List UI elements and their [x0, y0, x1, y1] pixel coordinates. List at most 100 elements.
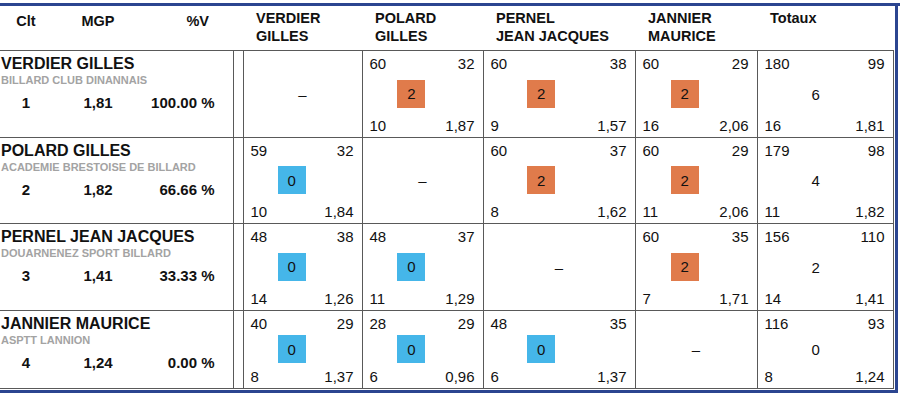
column-header-mgp: MGP [52, 13, 144, 29]
results-page: Clt MGP %V VERDIERGILLES POLARDGILLES PE… [0, 0, 900, 402]
dash-mark: – [244, 85, 362, 102]
opponent-name-line: JANNIER [648, 9, 757, 27]
points-badge: 2 [671, 253, 699, 281]
player-club: ASPTT LANNION [0, 333, 233, 347]
player-info-cell: PERNEL JEAN JACQUES DOUARNENEZ SPORT BIL… [0, 223, 233, 310]
innings-value: 11 [370, 290, 386, 307]
match-cell: 6038 2 91,57 [483, 50, 635, 137]
points-badge: 0 [527, 335, 555, 363]
total-innings-value: 14 [765, 290, 782, 307]
match-cell: 4837 0 111,29 [362, 223, 483, 310]
opponent-name-line: PERNEL [496, 9, 635, 27]
bottom-accent-line [0, 390, 895, 393]
self-match-cell: – [362, 137, 483, 223]
mgp-value: 1,81 [52, 94, 144, 111]
opponent-name-line: GILLES [256, 27, 362, 45]
column-header-pv: %V [144, 13, 233, 29]
row-spacer [233, 50, 243, 137]
points-badge: 0 [397, 253, 425, 281]
self-match-cell: – [483, 223, 635, 310]
total-innings-value: 11 [765, 203, 781, 220]
points-badge: 0 [278, 253, 306, 281]
dash-mark: – [484, 258, 635, 275]
average-value: 1,26 [324, 290, 353, 307]
totals-cell: 156110 2 141,41 [757, 223, 893, 310]
total-average-value: 1,41 [855, 290, 884, 307]
average-value: 0,96 [445, 368, 474, 385]
total-score-value: 156 [765, 228, 790, 245]
mgp-value: 1,24 [52, 354, 144, 371]
total-points-value: 6 [812, 85, 820, 102]
totals-cell: 180 99 6 16 1,81 [757, 50, 893, 137]
total-average-value: 1,82 [855, 203, 884, 220]
player-name: POLARD GILLES [0, 138, 233, 160]
score-value: 48 [251, 228, 268, 245]
player-row: JANNIER MAURICE ASPTT LANNION 4 1,24 0.0… [0, 310, 893, 388]
match-cell: 4835 0 61,37 [483, 310, 635, 388]
points-badge: 0 [278, 335, 306, 363]
mgp-value: 1,41 [52, 267, 144, 284]
total-points-value: 2 [812, 258, 820, 275]
score-value: 35 [610, 315, 627, 332]
average-value: 1,62 [597, 203, 626, 220]
innings-value: 14 [251, 290, 268, 307]
match-cell: 6037 2 81,62 [483, 137, 635, 223]
score-value: 59 [251, 142, 268, 159]
innings-value: 8 [251, 368, 259, 385]
opponent-name-line: GILLES [375, 27, 483, 45]
player-name: PERNEL JEAN JACQUES [0, 224, 233, 246]
total-average-value: 1,81 [855, 117, 884, 134]
innings-value: 11 [643, 203, 659, 220]
points-badge: 2 [527, 166, 555, 194]
rank-value: 1 [0, 94, 52, 111]
match-cell: 6035 2 71,71 [635, 223, 757, 310]
column-header-opponent: JANNIERMAURICE [635, 6, 757, 50]
total-innings-value: 16 [765, 117, 782, 134]
match-cell: 2829 0 60,96 [362, 310, 483, 388]
win-rate-value: 0.00 % [144, 354, 233, 371]
score-value: 38 [337, 228, 354, 245]
score-value: 29 [732, 55, 749, 72]
opponent-name-line: VERDIER [256, 9, 362, 27]
row-spacer [233, 310, 243, 388]
player-row: POLARD GILLES ACADEMIE BRESTOISE DE BILL… [0, 137, 893, 223]
win-rate-value: 100.00 % [144, 94, 233, 111]
table-header-row: Clt MGP %V VERDIERGILLES POLARDGILLES PE… [0, 6, 893, 50]
column-header-opponent: PERNELJEAN JACQUES [483, 6, 635, 50]
dash-mark: – [636, 341, 757, 358]
opponent-name-line: MAURICE [648, 27, 757, 45]
score-value: 32 [337, 142, 354, 159]
rank-value: 4 [0, 354, 52, 371]
score-value: 29 [732, 142, 749, 159]
average-value: 1,87 [445, 117, 474, 134]
innings-value: 16 [643, 117, 660, 134]
player-club: ACADEMIE BRESTOISE DE BILLARD [0, 160, 233, 174]
total-score-value: 180 [765, 55, 790, 72]
average-value: 1,37 [597, 368, 626, 385]
row-spacer [233, 137, 243, 223]
score-value: 48 [370, 228, 387, 245]
player-name: JANNIER MAURICE [0, 311, 233, 333]
win-rate-value: 33.33 % [144, 267, 233, 284]
win-rate-value: 66.66 % [144, 181, 233, 198]
innings-value: 6 [491, 368, 499, 385]
self-match-cell: – [243, 50, 362, 137]
score-value: 60 [643, 228, 660, 245]
match-cell: 6029 2 162,06 [635, 50, 757, 137]
total-score-value: 99 [868, 55, 885, 72]
score-value: 32 [458, 55, 475, 72]
score-value: 38 [610, 55, 627, 72]
score-value: 60 [643, 55, 660, 72]
score-value: 37 [610, 142, 627, 159]
row-spacer [233, 223, 243, 310]
score-value: 29 [337, 315, 354, 332]
mgp-value: 1,82 [52, 181, 144, 198]
results-table: Clt MGP %V VERDIERGILLES POLARDGILLES PE… [0, 6, 894, 389]
score-value: 28 [370, 315, 387, 332]
column-header-opponent: VERDIERGILLES [243, 6, 362, 50]
match-cell: 6029 2 112,06 [635, 137, 757, 223]
points-badge: 0 [397, 335, 425, 363]
column-header-opponent: POLARDGILLES [362, 6, 483, 50]
total-score-value: 98 [868, 142, 885, 159]
score-value: 37 [458, 228, 475, 245]
